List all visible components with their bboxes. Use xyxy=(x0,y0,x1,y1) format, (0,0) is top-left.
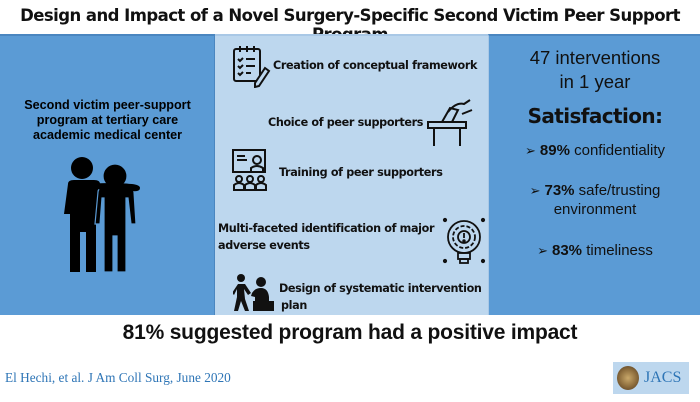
step-training-peer-supporters: Training of peer supporters xyxy=(279,166,443,179)
caregiver-intervention-icon xyxy=(233,274,274,311)
timeliness-pct: 83% xyxy=(552,242,583,259)
step-choice-peer-supporters: Choice of peer supporters xyxy=(268,116,424,129)
process-steps-panel: Creation of conceptual framework Choice … xyxy=(215,34,488,315)
results-panel: 47 interventions in 1 year Satisfaction:… xyxy=(488,34,700,315)
satisfaction-item-timeliness: ➢ 83% timeliness xyxy=(489,241,700,260)
step-identification-adverse-events-line1: Multi-faceted identification of major xyxy=(218,222,435,235)
safe-trusting-pct: 73% xyxy=(544,182,575,199)
satisfaction-heading: Satisfaction: xyxy=(527,104,663,128)
safe-trusting-label: safe/trusting xyxy=(574,182,661,199)
confidentiality-label: confidentiality xyxy=(569,142,665,159)
step-identification-adverse-events-line2: adverse events xyxy=(218,239,310,252)
arrow-bullet-icon: ➢ xyxy=(525,143,536,158)
arrow-bullet-icon: ➢ xyxy=(537,243,548,258)
ballot-box-icon xyxy=(427,99,473,146)
jacs-logo: JACS xyxy=(613,362,689,394)
training-presentation-icon xyxy=(232,149,267,191)
arrow-bullet-icon: ➢ xyxy=(529,183,541,198)
checklist-pencil-icon xyxy=(233,46,271,88)
alert-gear-bulb-icon xyxy=(442,217,486,264)
jacs-seal-icon xyxy=(617,366,639,390)
interventions-count-line1: 47 interventions xyxy=(529,47,661,68)
left-panel: Second victim peer-support program at te… xyxy=(0,34,215,315)
citation: El Hechi, et al. J Am Coll Surg, June 20… xyxy=(5,370,231,385)
safe-trusting-label-line2: environment xyxy=(553,201,637,218)
program-description: Second victim peer-support program at te… xyxy=(24,98,191,142)
jacs-logo-text: JACS xyxy=(644,369,682,386)
positive-impact-claim: 81% suggested program had a positive imp… xyxy=(122,321,578,344)
interventions-count-line2: in 1 year xyxy=(559,71,631,92)
timeliness-label: timeliness xyxy=(582,242,653,259)
satisfaction-item-confidentiality: ➢ 89% confidentiality xyxy=(489,141,700,160)
step-conceptual-framework: Creation of conceptual framework xyxy=(273,59,478,72)
satisfaction-item-safe-trusting: ➢ 73% safe/trusting xyxy=(489,181,700,200)
confidentiality-pct: 89% xyxy=(539,142,570,159)
step-intervention-plan-line2: plan xyxy=(281,299,307,312)
step-intervention-plan-line1: Design of systematic intervention xyxy=(279,282,482,295)
people-support-icon xyxy=(64,157,140,273)
